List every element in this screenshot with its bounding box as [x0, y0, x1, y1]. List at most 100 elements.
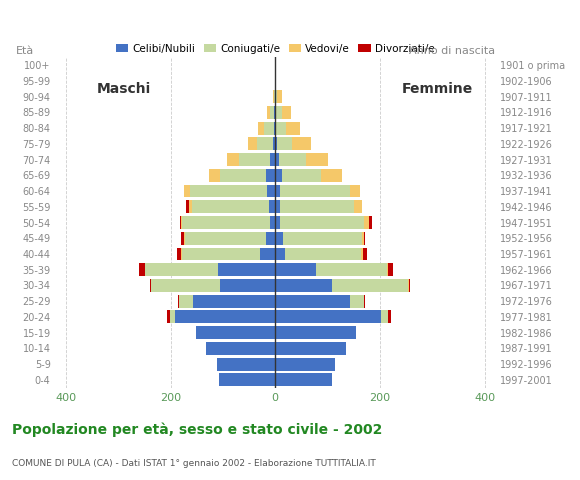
- Bar: [276, 200, 281, 213]
- Bar: [321, 169, 342, 182]
- Bar: [206, 342, 276, 355]
- Bar: [369, 216, 372, 229]
- Bar: [381, 311, 388, 324]
- Bar: [276, 232, 282, 245]
- Bar: [219, 373, 276, 386]
- Bar: [258, 121, 264, 134]
- Bar: [266, 169, 275, 182]
- Bar: [280, 153, 306, 166]
- Bar: [281, 169, 321, 182]
- Bar: [216, 358, 276, 371]
- Bar: [350, 295, 364, 308]
- Bar: [184, 232, 266, 245]
- Bar: [238, 153, 270, 166]
- Bar: [281, 106, 291, 119]
- Bar: [364, 216, 369, 229]
- Bar: [259, 248, 276, 261]
- Bar: [270, 216, 276, 229]
- Text: Età: Età: [16, 46, 34, 56]
- Bar: [276, 216, 281, 229]
- Bar: [146, 263, 218, 276]
- Bar: [277, 90, 281, 103]
- Bar: [276, 311, 381, 324]
- Legend: Celibi/Nubili, Coniugati/e, Vedovi/e, Divorziati/e: Celibi/Nubili, Coniugati/e, Vedovi/e, Di…: [111, 39, 439, 58]
- Bar: [267, 185, 275, 197]
- Bar: [364, 232, 365, 245]
- Bar: [227, 153, 238, 166]
- Bar: [270, 153, 276, 166]
- Bar: [266, 232, 275, 245]
- Bar: [273, 137, 275, 150]
- Bar: [151, 279, 220, 292]
- Bar: [364, 295, 365, 308]
- Bar: [276, 358, 335, 371]
- Bar: [281, 216, 364, 229]
- Bar: [276, 279, 332, 292]
- Bar: [257, 137, 273, 150]
- Bar: [150, 279, 151, 292]
- Bar: [177, 248, 181, 261]
- Bar: [182, 248, 259, 261]
- Bar: [388, 311, 391, 324]
- Bar: [175, 311, 276, 324]
- Bar: [362, 248, 367, 261]
- Text: COMUNE DI PULA (CA) - Dati ISTAT 1° gennaio 2002 - Elaborazione TUTTITALIA.IT: COMUNE DI PULA (CA) - Dati ISTAT 1° genn…: [12, 458, 375, 468]
- Bar: [332, 279, 408, 292]
- Bar: [248, 137, 257, 150]
- Bar: [274, 106, 276, 119]
- Bar: [189, 200, 191, 213]
- Bar: [220, 279, 276, 292]
- Text: Maschi: Maschi: [96, 82, 151, 96]
- Bar: [169, 311, 175, 324]
- Bar: [286, 121, 300, 134]
- Bar: [274, 121, 276, 134]
- Bar: [285, 248, 361, 261]
- Text: Popolazione per età, sesso e stato civile - 2002: Popolazione per età, sesso e stato civil…: [12, 423, 382, 437]
- Bar: [190, 185, 267, 197]
- Bar: [276, 153, 280, 166]
- Bar: [276, 106, 281, 119]
- Bar: [191, 200, 269, 213]
- Bar: [276, 373, 332, 386]
- Bar: [182, 216, 270, 229]
- Bar: [388, 263, 393, 276]
- Bar: [264, 121, 274, 134]
- Text: Anno di nascita: Anno di nascita: [409, 46, 495, 56]
- Bar: [292, 137, 311, 150]
- Bar: [277, 137, 292, 150]
- Bar: [282, 232, 362, 245]
- Bar: [281, 185, 350, 197]
- Bar: [270, 106, 274, 119]
- Bar: [180, 216, 181, 229]
- Bar: [267, 106, 270, 119]
- Bar: [167, 311, 169, 324]
- Bar: [181, 216, 182, 229]
- Text: Femmine: Femmine: [402, 82, 473, 96]
- Bar: [186, 200, 189, 213]
- Bar: [281, 200, 354, 213]
- Bar: [193, 295, 276, 308]
- Bar: [276, 326, 356, 339]
- Bar: [276, 169, 281, 182]
- Bar: [276, 248, 285, 261]
- Bar: [276, 90, 277, 103]
- Bar: [179, 295, 193, 308]
- Bar: [218, 263, 276, 276]
- Bar: [276, 121, 286, 134]
- Bar: [181, 232, 184, 245]
- Bar: [276, 185, 281, 197]
- Bar: [195, 326, 276, 339]
- Bar: [306, 153, 328, 166]
- Bar: [209, 169, 220, 182]
- Bar: [276, 137, 277, 150]
- Bar: [181, 248, 182, 261]
- Bar: [387, 263, 388, 276]
- Bar: [361, 248, 362, 261]
- Bar: [350, 185, 360, 197]
- Bar: [354, 200, 362, 213]
- Bar: [276, 342, 346, 355]
- Bar: [184, 185, 190, 197]
- Bar: [274, 90, 276, 103]
- Bar: [316, 263, 387, 276]
- Bar: [139, 263, 145, 276]
